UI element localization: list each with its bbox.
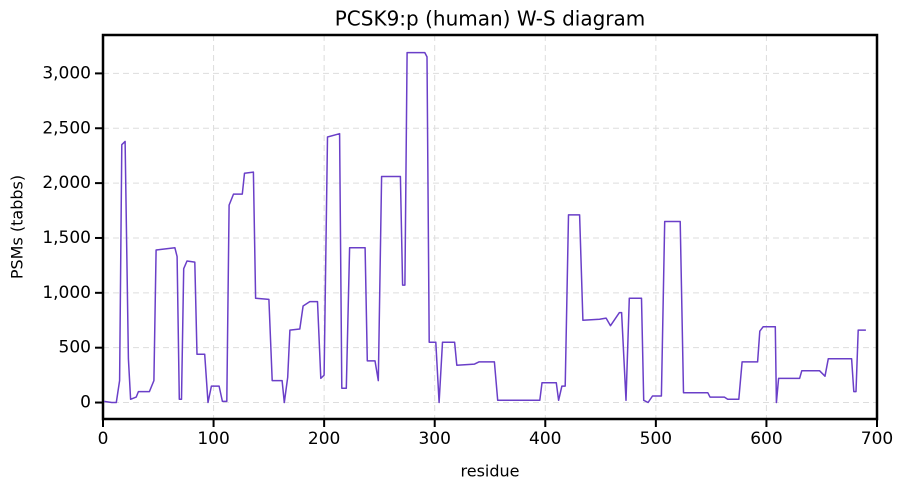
y-tick-label: 1,000 [42, 283, 91, 303]
y-tick-label: 2,500 [42, 118, 91, 138]
y-tick-label: 0 [80, 393, 91, 413]
y-tick-label: 3,000 [42, 63, 91, 83]
x-tick-label: 100 [197, 429, 229, 449]
x-tick-label: 600 [750, 429, 782, 449]
x-axis-label: residue [461, 462, 520, 481]
x-tick-label: 700 [861, 429, 893, 449]
x-tick-label: 400 [529, 429, 561, 449]
plot-frame [101, 33, 879, 421]
y-tick-label: 500 [59, 338, 91, 358]
y-tick-label: 1,500 [42, 228, 91, 248]
y-tick-label: 2,000 [42, 173, 91, 193]
y-axis-label: PSMs (tabbs) [8, 175, 27, 279]
x-tick-label: 300 [418, 429, 450, 449]
x-tick-label: 0 [98, 429, 109, 449]
x-tick-label: 500 [640, 429, 672, 449]
x-tick-label: 200 [308, 429, 340, 449]
chart-title: PCSK9:p (human) W-S diagram [335, 7, 645, 31]
data-line [103, 51, 866, 404]
